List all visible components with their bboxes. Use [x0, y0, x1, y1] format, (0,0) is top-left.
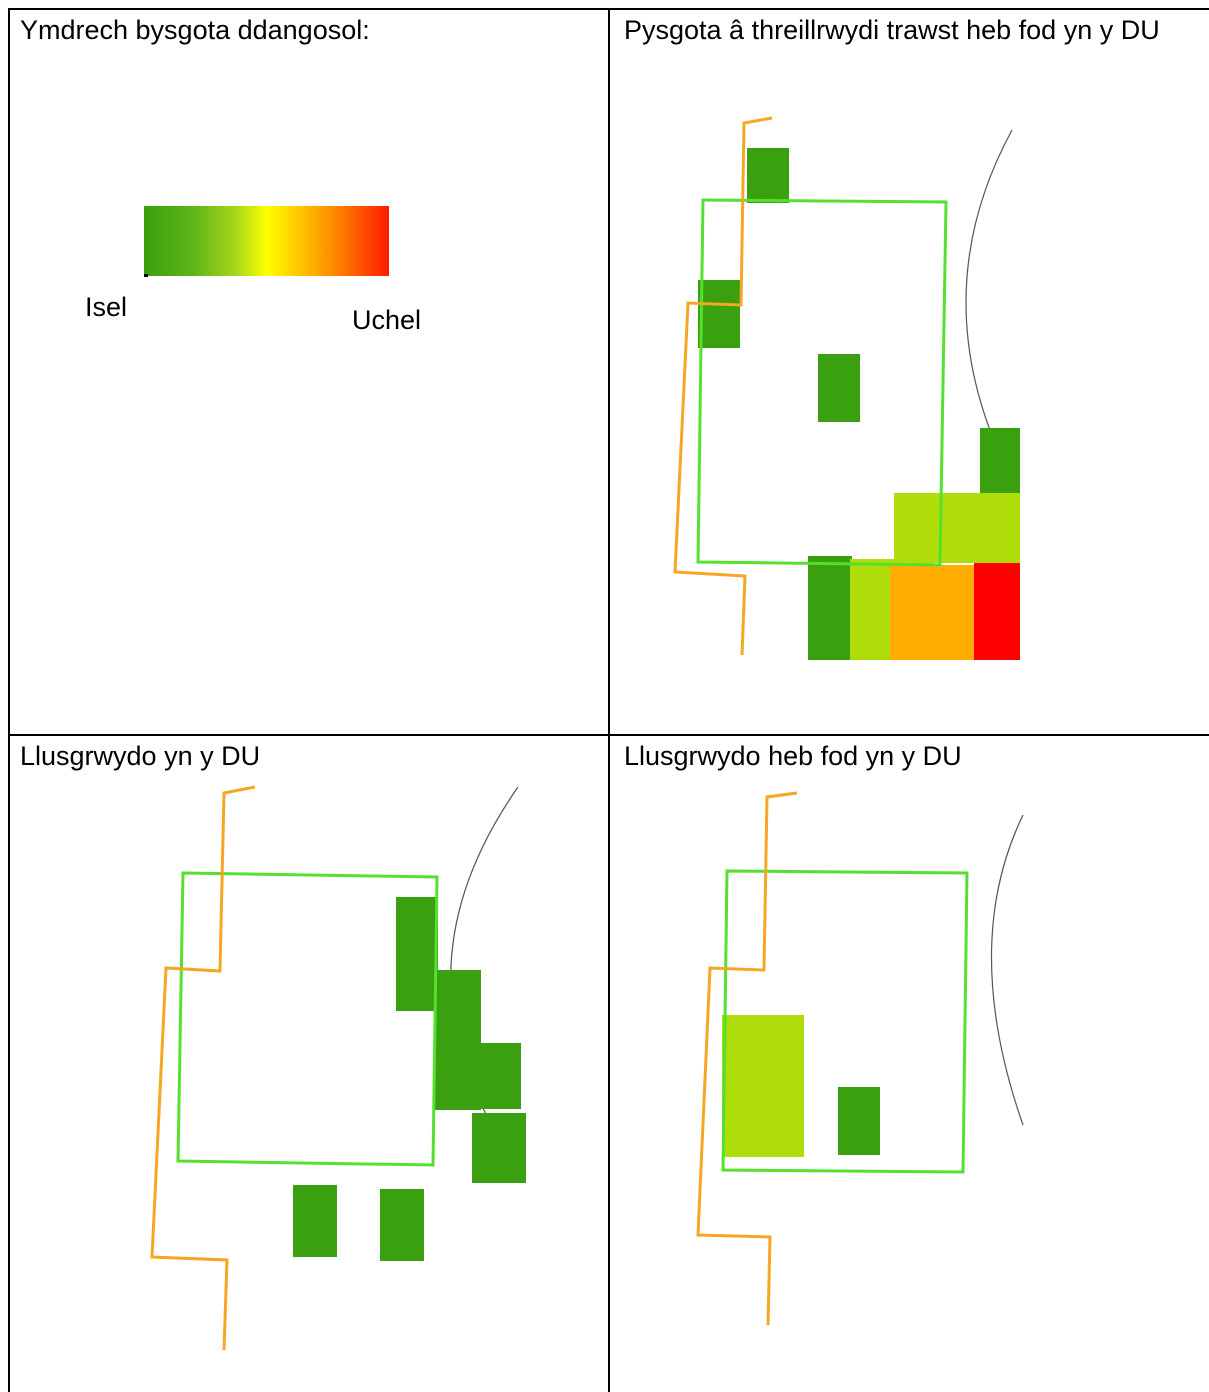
- effort-cell: [435, 970, 481, 1110]
- effort-cell: [894, 493, 1020, 563]
- table-divider-horizontal: [8, 734, 1209, 736]
- legend-low-label: Isel: [85, 292, 128, 322]
- legend-title: Ymdrech bysgota ddangosol:: [20, 15, 370, 45]
- legend-tick: [144, 274, 148, 277]
- map-beam-trawl-non-uk: [673, 116, 1020, 660]
- effort-cell: [974, 563, 1020, 660]
- effort-cell: [380, 1189, 424, 1261]
- effort-cell: [293, 1185, 337, 1257]
- effort-cell: [818, 354, 860, 422]
- effort-cell: [808, 556, 852, 660]
- cable-route: [673, 116, 773, 656]
- panel-title-otter-trawl-non-uk: Llusgrwydo heb fod yn y DU: [624, 741, 962, 771]
- table-border-left: [8, 8, 10, 1392]
- legend-high-label: Uchel: [352, 305, 422, 335]
- effort-cell: [838, 1087, 880, 1155]
- site-boundary: [696, 198, 948, 567]
- site-boundary: [721, 869, 969, 1174]
- effort-cell: [472, 1113, 526, 1183]
- cable-route: [150, 785, 256, 1351]
- effort-cell: [980, 428, 1020, 496]
- effort-cell: [475, 1043, 521, 1109]
- map-otter-trawl-uk: [150, 785, 526, 1351]
- effort-cell: [722, 1015, 804, 1157]
- median-line-arc: [965, 129, 1013, 481]
- cable-route: [696, 791, 798, 1326]
- effort-cell: [698, 280, 740, 348]
- table-divider-vertical: [608, 8, 610, 1392]
- panel-title-beam-trawl-non-uk: Pysgota â threillrwydi trawst heb fod yn…: [624, 15, 1160, 45]
- panel-title-otter-trawl-uk: Llusgrwydo yn y DU: [20, 741, 261, 771]
- map-otter-trawl-non-uk: [696, 791, 1024, 1326]
- median-line-arc: [990, 814, 1024, 1126]
- effort-cell: [890, 565, 980, 660]
- legend-color-ramp: [144, 206, 389, 276]
- effort-cell: [396, 897, 438, 1011]
- effort-cell: [747, 148, 789, 203]
- site-boundary: [176, 871, 439, 1167]
